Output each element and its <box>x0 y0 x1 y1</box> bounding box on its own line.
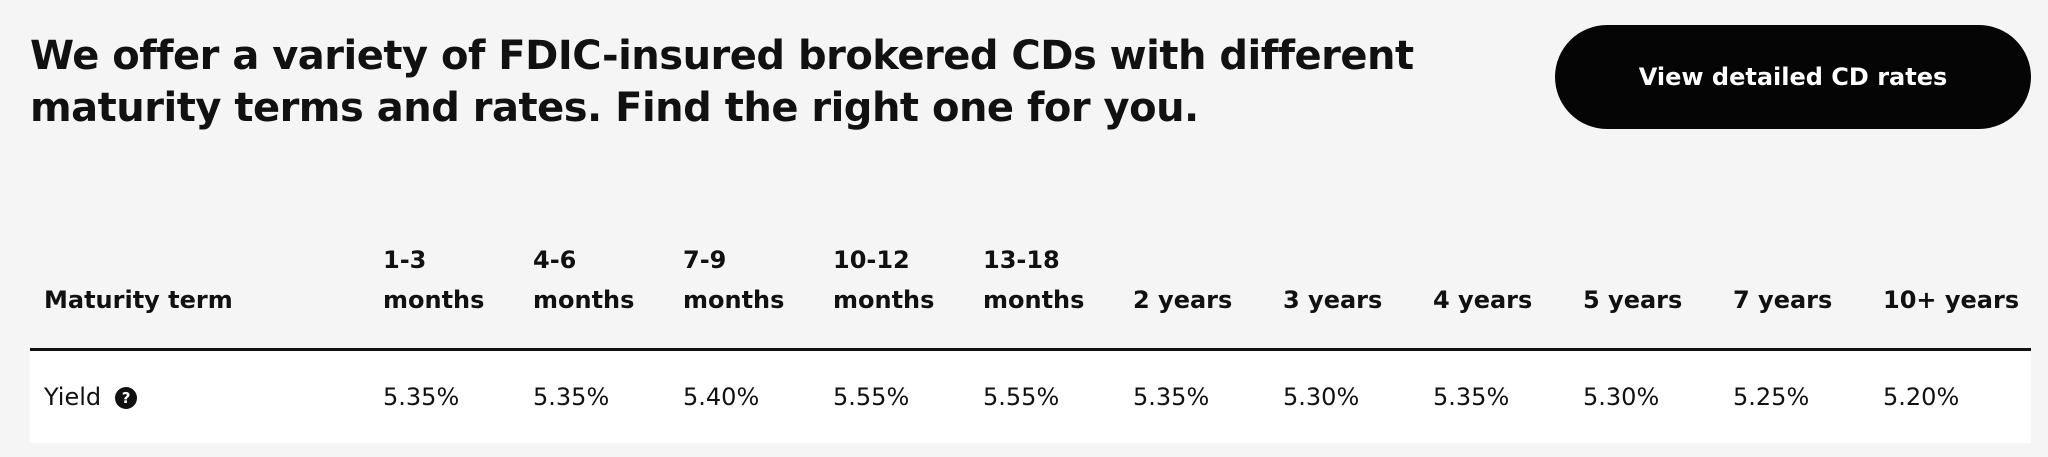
term-line2: 5 years <box>1583 286 1683 314</box>
view-detailed-cd-rates-button[interactable]: View detailed CD rates <box>1555 25 2031 129</box>
yield-value: 5.35% <box>383 383 460 411</box>
yield-value: 5.25% <box>1733 383 1810 411</box>
yield-value: 5.55% <box>983 383 1060 411</box>
term-line2: 3 years <box>1283 286 1383 314</box>
yield-value: 5.20% <box>1883 383 1960 411</box>
table-header-row: Maturity term 1-3 months 4-6 months 7-9 month… <box>30 235 2031 351</box>
term-line1: 7-9 <box>683 246 727 274</box>
term-line1: 13-18 <box>983 246 1060 274</box>
yield-label-cell: Yield? <box>44 379 138 415</box>
term-header-6: 3 years <box>1283 280 1382 320</box>
yield-value: 5.35% <box>1433 383 1510 411</box>
term-line2: months <box>533 286 635 314</box>
table-row-yield: Yield? 5.35% 5.35% 5.40% 5.55% 5.55% 5.35% 5.3… <box>30 351 2031 443</box>
headline: We offer a variety of FDIC-insured broke… <box>30 33 1414 131</box>
yield-value: 5.30% <box>1583 383 1660 411</box>
term-line1: 4-6 <box>533 246 577 274</box>
term-line1: 10-12 <box>833 246 910 274</box>
term-header-2: 7-9 months <box>683 240 784 320</box>
term-header-4: 13-18 months <box>983 240 1084 320</box>
term-header-0: 1-3 months <box>383 240 484 320</box>
term-header-5: 2 years <box>1133 280 1232 320</box>
maturity-term-header: Maturity term <box>44 286 233 314</box>
term-line2: 4 years <box>1433 286 1533 314</box>
term-line2: months <box>383 286 485 314</box>
yield-value: 5.35% <box>533 383 610 411</box>
help-icon[interactable]: ? <box>115 387 138 409</box>
term-line2: months <box>983 286 1085 314</box>
cd-rates-table: Maturity term 1-3 months 4-6 months 7-9 month… <box>30 235 2031 443</box>
yield-value: 5.55% <box>833 383 910 411</box>
yield-value: 5.35% <box>1133 383 1210 411</box>
term-header-1: 4-6 months <box>533 240 634 320</box>
term-header-9: 7 years <box>1733 280 1832 320</box>
yield-value: 5.30% <box>1283 383 1360 411</box>
term-header-8: 5 years <box>1583 280 1682 320</box>
term-header-3: 10-12 months <box>833 240 934 320</box>
term-line1: 1-3 <box>383 246 427 274</box>
term-line2: months <box>833 286 935 314</box>
term-header-7: 4 years <box>1433 280 1532 320</box>
yield-value: 5.40% <box>683 383 760 411</box>
term-line2: 10+ years <box>1883 286 2020 314</box>
yield-label: Yield <box>44 383 102 411</box>
term-header-10: 10+ years <box>1883 280 2019 320</box>
term-line2: 7 years <box>1733 286 1833 314</box>
term-line2: months <box>683 286 785 314</box>
term-line2: 2 years <box>1133 286 1233 314</box>
